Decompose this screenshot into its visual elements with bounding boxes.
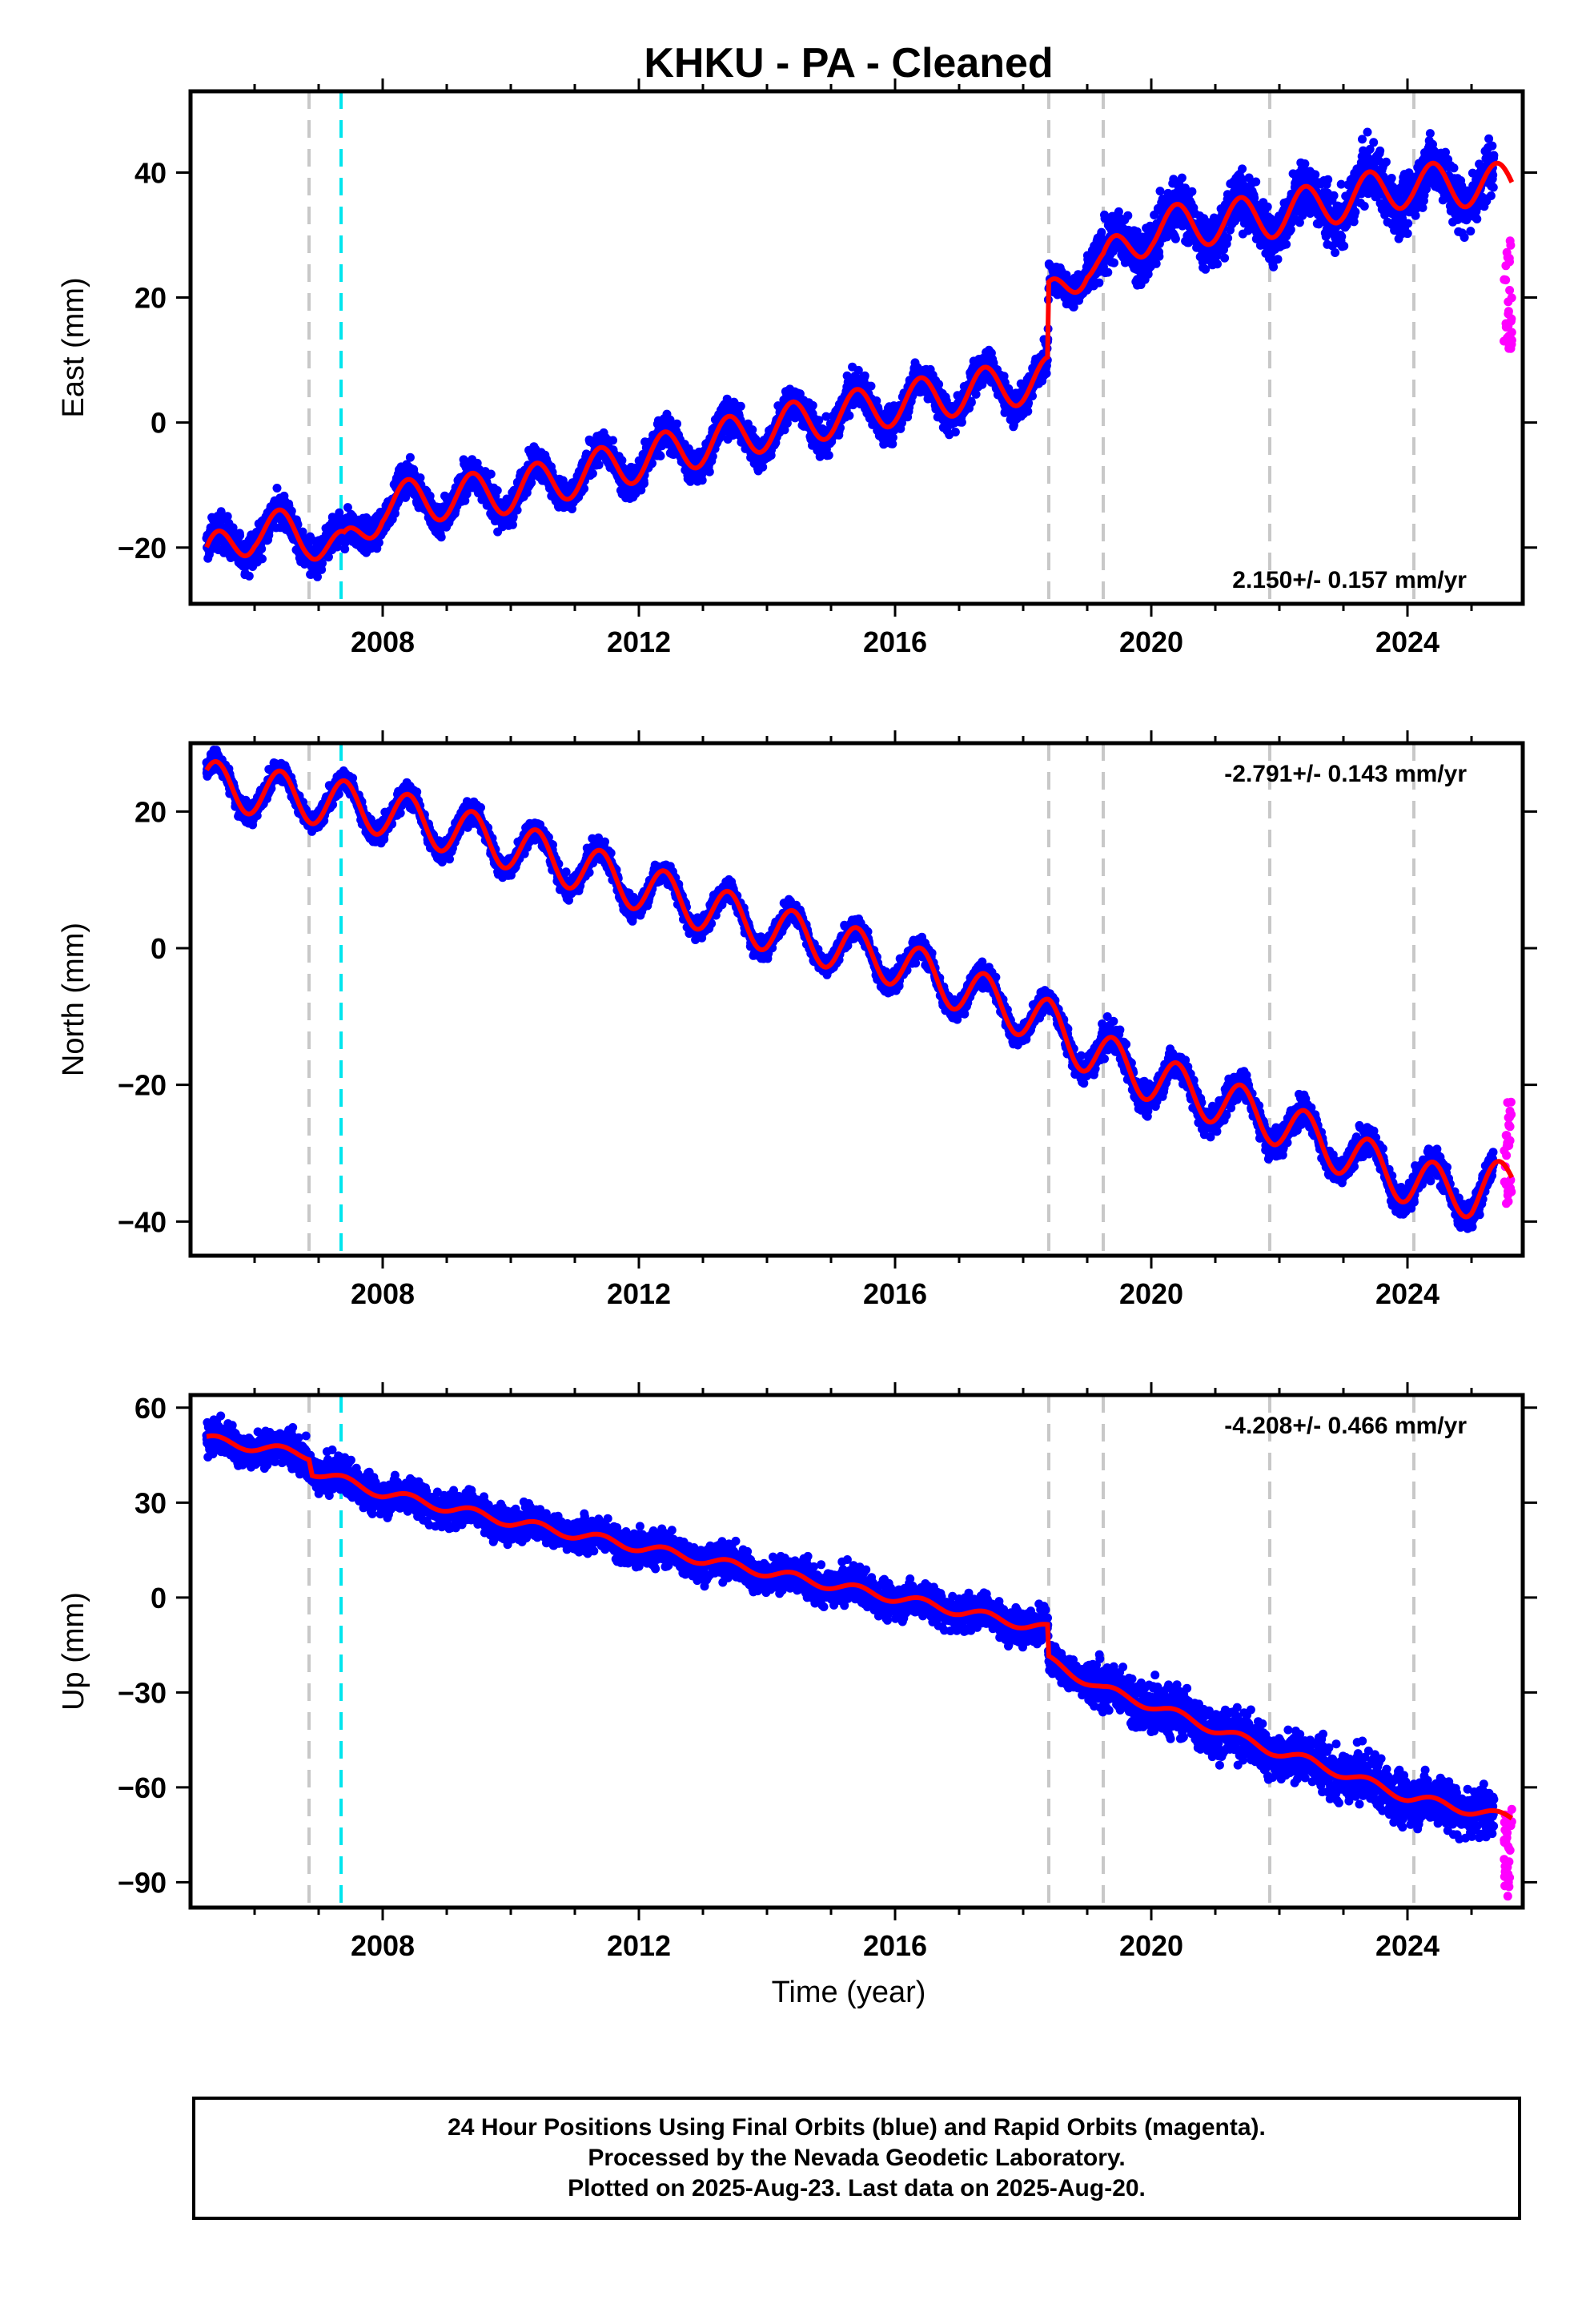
final-orbit-point	[1369, 138, 1379, 147]
final-orbit-point	[1042, 368, 1051, 378]
final-orbit-point	[1273, 255, 1283, 264]
final-orbit-point	[1323, 175, 1333, 184]
final-orbit-point	[340, 545, 350, 554]
final-orbit-point	[318, 558, 327, 568]
final-orbit-point	[1238, 164, 1247, 174]
final-orbit-point	[1286, 225, 1295, 235]
final-orbit-point	[1449, 163, 1459, 173]
final-orbit-point	[866, 381, 876, 391]
final-orbit-point	[608, 436, 617, 445]
final-orbit-point	[845, 411, 854, 420]
final-orbit-point	[287, 506, 296, 516]
final-orbit-point	[425, 491, 435, 501]
final-orbit-point	[736, 401, 745, 411]
final-orbit-point	[758, 462, 768, 472]
final-orbit-point	[343, 503, 352, 513]
final-orbit-point	[298, 527, 307, 537]
final-orbit-point	[235, 531, 245, 541]
final-orbit-point	[1375, 146, 1385, 155]
final-orbit-point	[1269, 262, 1279, 271]
final-orbit-point	[1331, 248, 1340, 257]
final-orbit-point	[1337, 231, 1347, 241]
final-orbit-point	[1187, 187, 1197, 196]
final-orbit-point	[588, 468, 597, 478]
final-orbit-point	[1425, 129, 1435, 139]
final-orbit-point	[1351, 207, 1360, 217]
final-orbit-point	[705, 467, 714, 476]
final-orbit-point	[1103, 267, 1113, 277]
final-orbit-point	[1339, 241, 1349, 251]
final-orbit-point	[1359, 202, 1369, 211]
final-orbit-point	[1282, 239, 1291, 249]
final-orbit-point	[1110, 258, 1118, 267]
final-orbit-point	[272, 484, 282, 493]
final-orbit-point	[697, 476, 707, 485]
final-orbit-point	[1170, 234, 1180, 243]
final-orbit-point	[512, 505, 522, 515]
final-orbit-point	[332, 542, 342, 552]
final-orbit-point	[1154, 251, 1164, 261]
final-orbit-point	[258, 554, 267, 564]
final-orbit-point	[405, 452, 415, 462]
east-final-orbit-points	[202, 127, 1499, 581]
final-orbit-point	[1155, 187, 1165, 196]
final-orbit-point	[492, 486, 502, 495]
final-orbit-point	[824, 451, 833, 460]
final-orbit-point	[1363, 127, 1372, 137]
final-orbit-point	[508, 512, 518, 521]
final-orbit-point	[966, 398, 976, 408]
final-orbit-point	[1263, 202, 1272, 211]
final-orbit-point	[462, 489, 472, 499]
final-orbit-point	[436, 533, 446, 542]
final-orbit-point	[1223, 233, 1233, 243]
final-orbit-point	[508, 520, 517, 529]
final-orbit-point	[313, 572, 322, 581]
final-orbit-point	[594, 460, 604, 469]
final-orbit-point	[1329, 191, 1339, 200]
final-orbit-point	[1403, 229, 1412, 239]
final-orbit-point	[1381, 157, 1391, 167]
final-orbit-point	[957, 417, 966, 427]
final-orbit-point	[673, 419, 681, 428]
final-orbit-point	[808, 400, 817, 410]
final-orbit-point	[1123, 211, 1133, 220]
final-orbit-point	[1213, 259, 1222, 269]
final-orbit-point	[257, 544, 267, 553]
final-orbit-point	[860, 371, 869, 380]
final-orbit-point	[223, 512, 232, 521]
east-plot-area	[202, 91, 1516, 604]
final-orbit-point	[1358, 135, 1367, 144]
final-orbit-point	[527, 478, 536, 488]
final-orbit-point	[416, 473, 425, 483]
final-orbit-point	[486, 469, 496, 479]
final-orbit-point	[1311, 170, 1320, 179]
x-axis-label: Time (year)	[772, 1976, 926, 2009]
final-orbit-point	[1387, 174, 1396, 183]
final-orbit-point	[640, 479, 648, 489]
final-orbit-point	[1177, 173, 1186, 183]
chart-title: KHKU - PA - Cleaned	[644, 40, 1053, 86]
final-orbit-point	[950, 428, 960, 436]
final-orbit-point	[1403, 219, 1413, 228]
final-orbit-point	[1300, 159, 1310, 168]
final-orbit-point	[1411, 211, 1420, 220]
final-orbit-point	[1220, 253, 1230, 263]
final-orbit-point	[317, 565, 327, 574]
final-orbit-point	[1094, 278, 1104, 287]
final-orbit-point	[888, 432, 897, 442]
final-orbit-point	[244, 571, 254, 581]
final-orbit-point	[656, 451, 665, 460]
final-orbit-point	[1251, 177, 1261, 187]
final-orbit-point	[374, 538, 383, 548]
final-orbit-point	[323, 552, 333, 561]
